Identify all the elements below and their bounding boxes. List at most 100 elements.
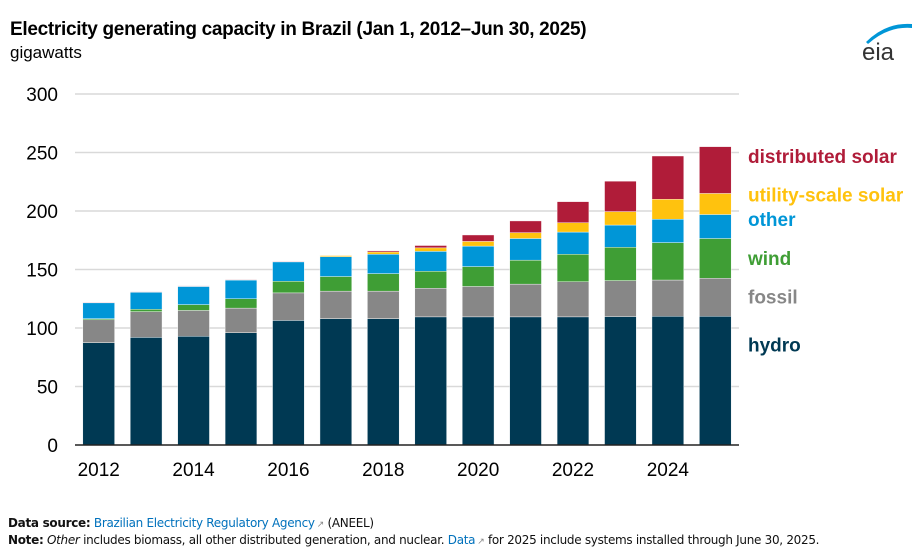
bar-segment-distributed-solar-2019[interactable]	[415, 246, 447, 248]
bar-stack-2025	[699, 147, 731, 445]
bar-segment-fossil-2023[interactable]	[605, 281, 637, 317]
bar-segment-fossil-2015[interactable]	[225, 308, 257, 333]
bar-segment-other-2016[interactable]	[273, 262, 305, 281]
bar-segment-hydro-2022[interactable]	[557, 317, 589, 445]
bar-segment-fossil-2024[interactable]	[652, 280, 684, 316]
bar-segment-hydro-2016[interactable]	[273, 320, 305, 445]
bar-segment-utility-scale-solar-2021[interactable]	[510, 233, 542, 239]
legend-label-utility-scale-solar: utility-scale solar	[748, 186, 904, 207]
data-source-link[interactable]: Brazilian Electricity Regulatory Agency	[94, 516, 315, 530]
bar-segment-distributed-solar-2024[interactable]	[652, 156, 684, 199]
data-link[interactable]: Data	[448, 533, 475, 547]
bar-segment-fossil-2020[interactable]	[462, 286, 494, 316]
bar-segment-distributed-solar-2021[interactable]	[510, 221, 542, 233]
bar-segment-other-2023[interactable]	[605, 225, 637, 247]
bar-segment-other-2018[interactable]	[367, 254, 399, 273]
x-tick-label: 2024	[647, 460, 690, 481]
bar-segment-fossil-2016[interactable]	[273, 293, 305, 320]
y-tick-label: 300	[26, 85, 58, 106]
bar-segment-hydro-2020[interactable]	[462, 317, 494, 445]
bar-segment-other-2014[interactable]	[178, 286, 210, 304]
bar-segment-other-2020[interactable]	[462, 246, 494, 266]
bar-segment-hydro-2021[interactable]	[510, 317, 542, 445]
bar-segment-hydro-2018[interactable]	[367, 319, 399, 445]
bar-segment-fossil-2013[interactable]	[130, 312, 162, 338]
data-source-suffix: (ANEEL)	[327, 516, 373, 530]
bar-segment-hydro-2014[interactable]	[178, 336, 210, 445]
bar-segment-other-2019[interactable]	[415, 251, 447, 271]
bar-segment-fossil-2025[interactable]	[699, 278, 731, 316]
note-line: Note: Other includes biomass, all other …	[8, 533, 819, 550]
bar-segment-utility-scale-solar-2022[interactable]	[557, 223, 589, 232]
bar-segment-fossil-2017[interactable]	[320, 291, 352, 318]
x-tick-label: 2014	[172, 460, 215, 481]
y-tick-label: 250	[26, 144, 58, 165]
bar-segment-hydro-2023[interactable]	[605, 317, 637, 445]
note-text-1: includes biomass, all other distributed …	[83, 533, 444, 547]
legend-label-other: other	[748, 210, 796, 231]
bar-segment-utility-scale-solar-2018[interactable]	[367, 252, 399, 254]
bar-segment-hydro-2013[interactable]	[130, 337, 162, 445]
bar-segment-other-2015[interactable]	[225, 280, 257, 299]
y-tick-label: 100	[26, 319, 58, 340]
bar-segment-hydro-2025[interactable]	[699, 316, 731, 445]
bar-segment-distributed-solar-2020[interactable]	[462, 235, 494, 241]
bar-segment-other-2013[interactable]	[130, 292, 162, 309]
bar-segment-fossil-2022[interactable]	[557, 282, 589, 317]
bar-segment-wind-2020[interactable]	[462, 267, 494, 287]
bar-segment-wind-2018[interactable]	[367, 274, 399, 292]
gridlines	[75, 94, 739, 387]
bar-segment-hydro-2017[interactable]	[320, 319, 352, 445]
legend-label-fossil: fossil	[748, 287, 798, 308]
bar-segment-other-2022[interactable]	[557, 232, 589, 254]
bar-segment-hydro-2015[interactable]	[225, 333, 257, 445]
bar-segment-fossil-2019[interactable]	[415, 288, 447, 317]
bar-segment-wind-2014[interactable]	[178, 305, 210, 311]
x-tick-label: 2020	[457, 460, 499, 481]
bar-segment-wind-2013[interactable]	[130, 309, 162, 311]
bar-segment-other-2021[interactable]	[510, 238, 542, 260]
x-tick-label: 2012	[78, 460, 120, 481]
bar-segment-wind-2016[interactable]	[273, 281, 305, 293]
bar-stack-2013	[130, 292, 162, 445]
bar-segment-fossil-2014[interactable]	[178, 310, 210, 336]
bar-segment-wind-2025[interactable]	[699, 238, 731, 278]
bar-segment-hydro-2024[interactable]	[652, 316, 684, 445]
bar-segment-wind-2015[interactable]	[225, 299, 257, 308]
bar-segment-utility-scale-solar-2019[interactable]	[415, 248, 447, 252]
bar-segment-distributed-solar-2022[interactable]	[557, 202, 589, 223]
bar-segment-hydro-2012[interactable]	[83, 343, 115, 445]
bar-segment-utility-scale-solar-2024[interactable]	[652, 199, 684, 219]
bar-segment-other-2025[interactable]	[699, 215, 731, 239]
bar-segment-hydro-2019[interactable]	[415, 317, 447, 445]
note-label: Note:	[8, 533, 43, 547]
bar-segment-fossil-2012[interactable]	[83, 320, 115, 343]
bar-segment-wind-2022[interactable]	[557, 254, 589, 281]
bar-segment-distributed-solar-2018[interactable]	[367, 251, 399, 252]
y-tick-label: 150	[26, 261, 58, 282]
bar-stack-2023	[605, 181, 637, 445]
bar-segment-utility-scale-solar-2020[interactable]	[462, 241, 494, 246]
bar-segment-fossil-2021[interactable]	[510, 284, 542, 317]
bar-segment-utility-scale-solar-2023[interactable]	[605, 212, 637, 225]
bar-segment-wind-2017[interactable]	[320, 277, 352, 292]
bar-stack-2020	[462, 235, 494, 445]
bar-stack-2017	[320, 255, 352, 445]
bar-segment-fossil-2018[interactable]	[367, 291, 399, 318]
bar-segment-distributed-solar-2023[interactable]	[605, 181, 637, 211]
bar-segment-utility-scale-solar-2025[interactable]	[699, 193, 731, 214]
legend-label-distributed-solar: distributed solar	[748, 147, 897, 168]
bar-stack-2018	[367, 251, 399, 445]
bar-segment-other-2017[interactable]	[320, 257, 352, 277]
bar-segment-distributed-solar-2025[interactable]	[699, 147, 731, 194]
bar-segment-wind-2023[interactable]	[605, 247, 637, 280]
bar-segment-wind-2021[interactable]	[510, 260, 542, 284]
x-tick-label: 2018	[362, 460, 404, 481]
bar-segment-other-2012[interactable]	[83, 303, 115, 319]
bar-segment-other-2024[interactable]	[652, 219, 684, 242]
footer: Data source: Brazilian Electricity Regul…	[8, 516, 819, 550]
bar-segment-wind-2024[interactable]	[652, 243, 684, 280]
bar-segment-wind-2019[interactable]	[415, 271, 447, 288]
data-source-line: Data source: Brazilian Electricity Regul…	[8, 516, 819, 533]
bars	[83, 147, 731, 445]
